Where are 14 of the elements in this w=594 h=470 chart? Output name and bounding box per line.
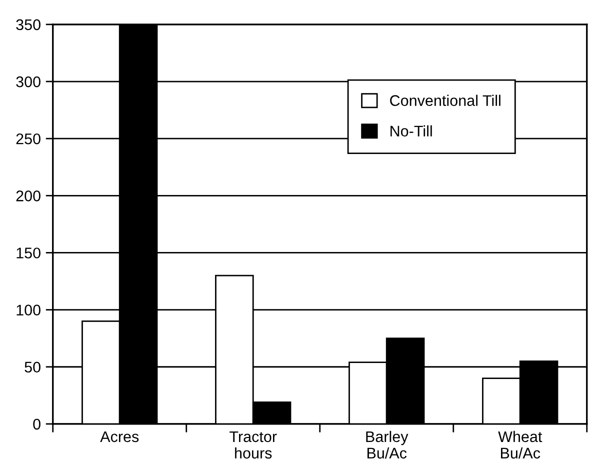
legend-label: No-Till: [390, 125, 432, 137]
y-tick-label: 350: [16, 19, 40, 30]
y-tick-label: 100: [16, 304, 40, 316]
x-tick-label: Barley Bu/Ac: [366, 430, 408, 459]
x-tick-label: Acres: [100, 431, 139, 442]
x-tick-label: Tractor hours: [230, 431, 277, 459]
y-tick-label: 200: [16, 190, 40, 202]
y-tick-label: 300: [16, 76, 40, 88]
x-tick-label: Wheat Bu/Ac: [498, 430, 542, 459]
y-tick-label: 250: [16, 133, 40, 144]
legend-label: Conventional Till: [390, 94, 500, 106]
y-tick-label: 0: [33, 418, 40, 430]
y-tick-label: 150: [16, 248, 40, 258]
y-tick-label: 50: [24, 362, 40, 373]
